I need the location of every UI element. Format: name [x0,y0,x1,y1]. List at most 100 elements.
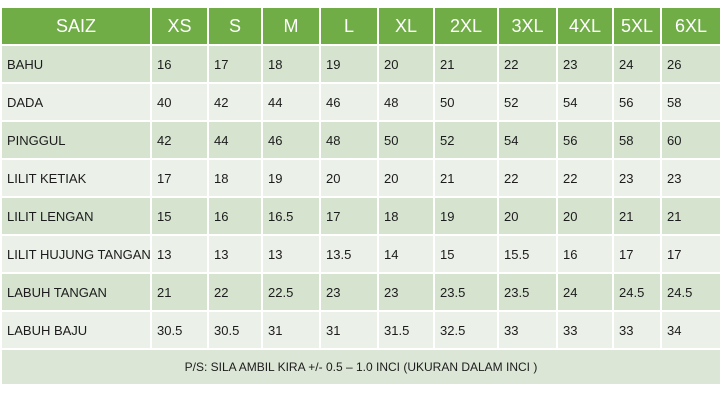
measurement-cell: 24 [556,272,614,312]
measurement-cell: 21 [433,44,499,84]
measurement-cell: 33 [497,310,558,350]
header-row: SAIZ XS S M L XL 2XL 3XL 4XL 5XL 6XL [0,6,720,46]
measurement-cell: 20 [377,44,435,84]
measurement-cell: 18 [377,196,435,236]
row-label: LILIT KETIAK [0,158,152,198]
row-label: BAHU [0,44,152,84]
measurement-cell: 42 [150,120,209,160]
measurement-cell: 23.5 [497,272,558,312]
measurement-cell: 50 [433,82,499,122]
row-label: DADA [0,82,152,122]
measurement-cell: 23.5 [433,272,499,312]
table-row: LABUH BAJU 30.5 30.5 31 31 31.5 32.5 33 33 33 34 [0,310,720,350]
measurement-cell: 20 [556,196,614,236]
header-size-l: L [319,6,379,46]
footnote: P/S: SILA AMBIL KIRA +/- 0.5 – 1.0 INCI … [0,348,720,386]
table-row: LILIT LENGAN 15 16 16.5 17 18 19 20 20 21 21 [0,196,720,236]
measurement-cell: 21 [612,196,662,236]
header-size-s: S [207,6,263,46]
measurement-cell: 44 [207,120,263,160]
measurement-cell: 31.5 [377,310,435,350]
measurement-cell: 20 [497,196,558,236]
row-label: LABUH TANGAN [0,272,152,312]
measurement-cell: 56 [556,120,614,160]
measurement-cell: 33 [556,310,614,350]
measurement-cell: 21 [433,158,499,198]
measurement-cell: 31 [261,310,321,350]
measurement-cell: 15 [433,234,499,274]
header-size-xs: XS [150,6,209,46]
measurement-cell: 24.5 [612,272,662,312]
measurement-cell: 22 [556,158,614,198]
measurement-cell: 23 [319,272,379,312]
measurement-cell: 21 [660,196,720,236]
measurement-cell: 30.5 [207,310,263,350]
measurement-cell: 40 [150,82,209,122]
measurement-cell: 16 [150,44,209,84]
measurement-cell: 14 [377,234,435,274]
measurement-cell: 20 [319,158,379,198]
measurement-cell: 17 [319,196,379,236]
measurement-cell: 60 [660,120,720,160]
measurement-cell: 22 [497,158,558,198]
measurement-cell: 54 [497,120,558,160]
header-size-5xl: 5XL [612,6,662,46]
measurement-cell: 19 [433,196,499,236]
footnote-row: P/S: SILA AMBIL KIRA +/- 0.5 – 1.0 INCI … [0,348,720,386]
measurement-cell: 19 [261,158,321,198]
measurement-cell: 15.5 [497,234,558,274]
measurement-cell: 52 [497,82,558,122]
measurement-cell: 22 [207,272,263,312]
header-size-m: M [261,6,321,46]
measurement-cell: 23 [556,44,614,84]
measurement-cell: 44 [261,82,321,122]
measurement-cell: 13 [150,234,209,274]
measurement-cell: 21 [150,272,209,312]
measurement-cell: 48 [319,120,379,160]
measurement-cell: 46 [319,82,379,122]
row-label: LILIT LENGAN [0,196,152,236]
measurement-cell: 13 [207,234,263,274]
measurement-cell: 13.5 [319,234,379,274]
measurement-cell: 33 [612,310,662,350]
table-row: LABUH TANGAN 21 22 22.5 23 23 23.5 23.5 24 24.5 24… [0,272,720,312]
measurement-cell: 34 [660,310,720,350]
measurement-cell: 22.5 [261,272,321,312]
measurement-cell: 52 [433,120,499,160]
measurement-cell: 23 [660,158,720,198]
measurement-cell: 58 [660,82,720,122]
measurement-cell: 50 [377,120,435,160]
table-row: LILIT KETIAK 17 18 19 20 20 21 22 22 23 23 [0,158,720,198]
measurement-cell: 56 [612,82,662,122]
measurement-cell: 17 [660,234,720,274]
header-size-4xl: 4XL [556,6,614,46]
header-size-2xl: 2XL [433,6,499,46]
measurement-cell: 24.5 [660,272,720,312]
measurement-cell: 31 [319,310,379,350]
measurement-cell: 48 [377,82,435,122]
measurement-cell: 42 [207,82,263,122]
measurement-cell: 20 [377,158,435,198]
measurement-cell: 16.5 [261,196,321,236]
measurement-cell: 13 [261,234,321,274]
row-label: PINGGUL [0,120,152,160]
row-label: LILIT HUJUNG TANGAN [0,234,152,274]
table-row: LILIT HUJUNG TANGAN 13 13 13 13.5 14 15 15.5 16 1… [0,234,720,274]
measurement-cell: 19 [319,44,379,84]
row-label: LABUH BAJU [0,310,152,350]
measurement-cell: 58 [612,120,662,160]
measurement-cell: 23 [377,272,435,312]
measurement-cell: 17 [150,158,209,198]
header-size-6xl: 6XL [660,6,720,46]
measurement-cell: 24 [612,44,662,84]
measurement-cell: 30.5 [150,310,209,350]
measurement-cell: 18 [261,44,321,84]
measurement-cell: 17 [207,44,263,84]
measurement-cell: 32.5 [433,310,499,350]
measurement-cell: 17 [612,234,662,274]
measurement-cell: 23 [612,158,662,198]
measurement-cell: 18 [207,158,263,198]
measurement-cell: 54 [556,82,614,122]
header-size-label: SAIZ [0,6,152,46]
measurement-cell: 15 [150,196,209,236]
